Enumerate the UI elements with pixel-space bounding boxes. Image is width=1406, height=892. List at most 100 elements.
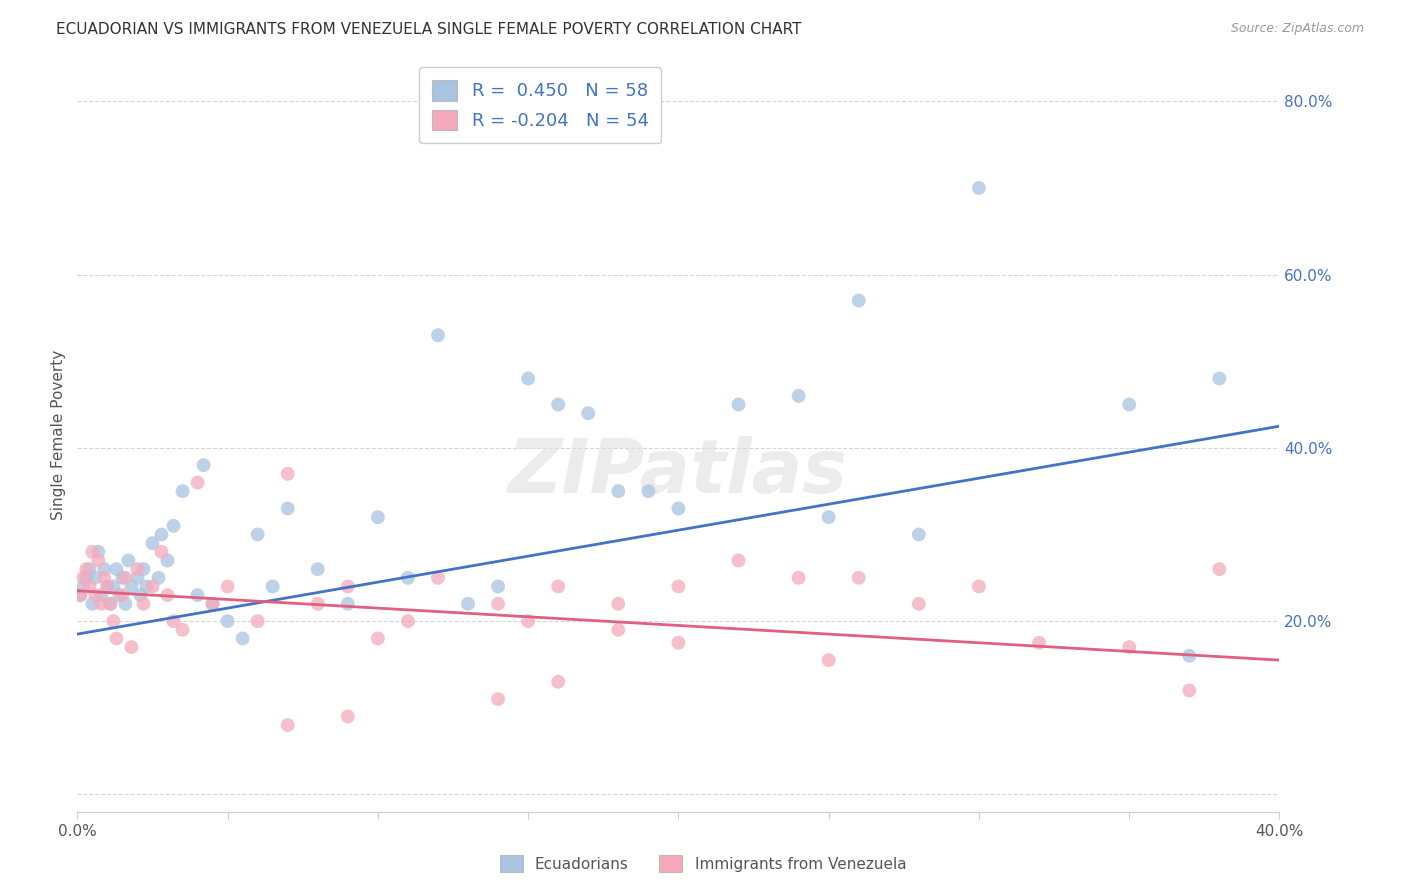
Point xyxy=(668,636,690,650)
Point xyxy=(396,571,419,585)
Point xyxy=(277,718,299,732)
Point xyxy=(87,545,110,559)
Point xyxy=(457,597,479,611)
Point xyxy=(114,571,136,585)
Point xyxy=(75,562,97,576)
Point xyxy=(607,484,630,499)
Point xyxy=(162,614,184,628)
Point xyxy=(848,293,870,308)
Point xyxy=(336,597,359,611)
Text: ECUADORIAN VS IMMIGRANTS FROM VENEZUELA SINGLE FEMALE POVERTY CORRELATION CHART: ECUADORIAN VS IMMIGRANTS FROM VENEZUELA … xyxy=(56,22,801,37)
Point xyxy=(111,588,134,602)
Point xyxy=(96,579,118,593)
Point xyxy=(79,579,101,593)
Point xyxy=(132,597,155,611)
Point xyxy=(108,588,131,602)
Point xyxy=(217,614,239,628)
Point xyxy=(547,579,569,593)
Point xyxy=(787,389,810,403)
Point xyxy=(307,562,329,576)
Point xyxy=(96,579,118,593)
Point xyxy=(103,579,125,593)
Point xyxy=(607,623,630,637)
Point xyxy=(232,632,254,646)
Point xyxy=(69,588,91,602)
Point xyxy=(79,562,101,576)
Point xyxy=(141,536,163,550)
Point xyxy=(908,597,931,611)
Point xyxy=(246,527,269,541)
Point xyxy=(1178,683,1201,698)
Point xyxy=(141,579,163,593)
Point xyxy=(127,562,149,576)
Point xyxy=(607,597,630,611)
Point xyxy=(486,692,509,706)
Point xyxy=(114,597,136,611)
Point xyxy=(135,579,157,593)
Point xyxy=(1118,398,1140,412)
Point xyxy=(486,597,509,611)
Point xyxy=(262,579,284,593)
Point xyxy=(129,588,152,602)
Point xyxy=(1178,648,1201,663)
Point xyxy=(217,579,239,593)
Point xyxy=(817,653,839,667)
Point xyxy=(1208,371,1230,385)
Y-axis label: Single Female Poverty: Single Female Poverty xyxy=(51,350,66,520)
Point xyxy=(127,571,149,585)
Point xyxy=(367,632,389,646)
Point xyxy=(1028,636,1050,650)
Point xyxy=(111,571,134,585)
Point xyxy=(100,597,122,611)
Point xyxy=(193,458,215,472)
Point xyxy=(105,562,128,576)
Point xyxy=(277,501,299,516)
Point xyxy=(82,597,104,611)
Point xyxy=(93,562,115,576)
Point xyxy=(69,588,91,602)
Point xyxy=(727,553,749,567)
Point xyxy=(150,527,173,541)
Point xyxy=(156,588,179,602)
Point xyxy=(132,562,155,576)
Point xyxy=(517,614,540,628)
Point xyxy=(1208,562,1230,576)
Point xyxy=(547,674,569,689)
Point xyxy=(668,501,690,516)
Point xyxy=(967,579,990,593)
Point xyxy=(84,571,107,585)
Point xyxy=(172,623,194,637)
Point xyxy=(103,614,125,628)
Point xyxy=(84,588,107,602)
Text: ZIPatlas: ZIPatlas xyxy=(509,436,848,509)
Point xyxy=(93,571,115,585)
Point xyxy=(72,579,94,593)
Point xyxy=(201,597,224,611)
Point xyxy=(72,571,94,585)
Point xyxy=(100,597,122,611)
Point xyxy=(90,588,112,602)
Point xyxy=(148,571,170,585)
Point xyxy=(1118,640,1140,654)
Point xyxy=(307,597,329,611)
Point xyxy=(117,553,139,567)
Point xyxy=(120,640,142,654)
Point xyxy=(908,527,931,541)
Point xyxy=(187,588,209,602)
Point xyxy=(668,579,690,593)
Point xyxy=(187,475,209,490)
Point xyxy=(637,484,659,499)
Point xyxy=(427,571,450,585)
Point xyxy=(277,467,299,481)
Point xyxy=(817,510,839,524)
Point xyxy=(336,579,359,593)
Point xyxy=(367,510,389,524)
Point xyxy=(396,614,419,628)
Point xyxy=(120,579,142,593)
Point xyxy=(172,484,194,499)
Point xyxy=(82,545,104,559)
Point xyxy=(547,398,569,412)
Point xyxy=(727,398,749,412)
Point xyxy=(848,571,870,585)
Point xyxy=(75,571,97,585)
